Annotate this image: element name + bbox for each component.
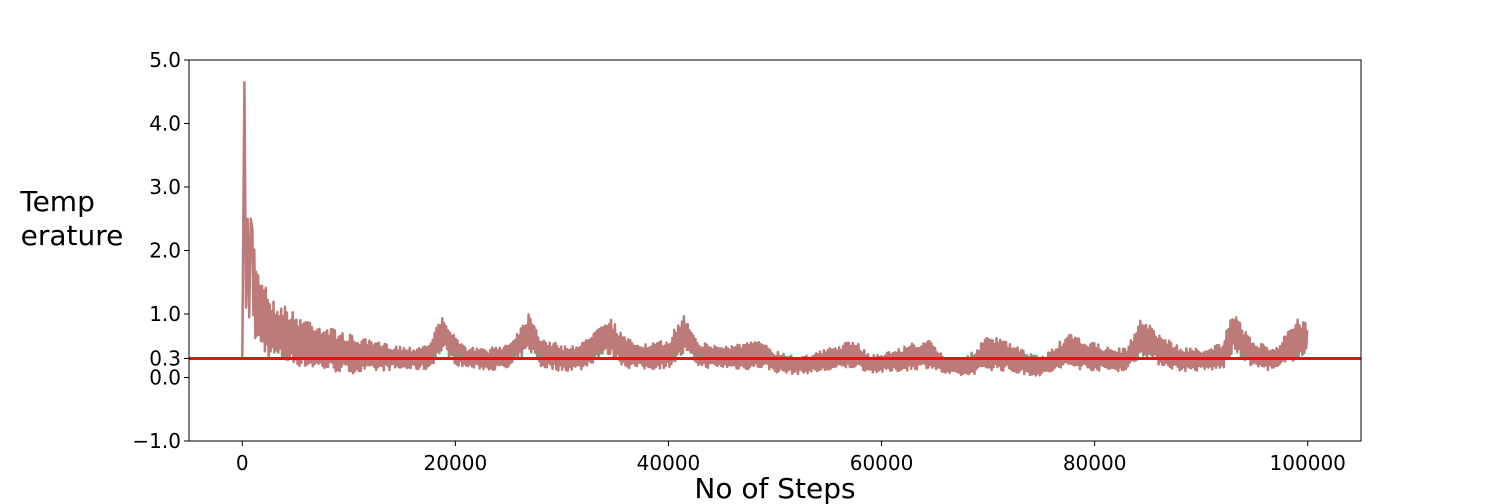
series-layer [241,80,1309,377]
x-tick-label: 100000 [1270,451,1346,475]
y-tick-label: 5.0 [149,48,181,72]
x-tick-label: 60000 [850,451,914,475]
y-axis-label-line-2: erature [21,219,124,252]
y-tick-label: −1.0 [132,429,181,453]
x-tick-label: 0 [236,451,249,475]
y-axis-ticks: −1.0 0.00.3 1.0 2.0 3.0 4.0 5.0 [132,48,189,453]
y-axis-label-line-1: Temp [19,185,95,218]
x-tick-label: 20000 [424,451,488,475]
temperature-series-line [241,80,1309,377]
x-axis-ticks: 0 20000 40000 60000 80000 100000 [236,441,1346,475]
x-tick-label: 80000 [1063,451,1127,475]
y-tick-label: 0.3 [149,346,181,370]
y-tick-label: 2.0 [149,239,181,263]
y-tick-label: 0.0 [149,366,181,390]
y-tick-label: 3.0 [149,175,181,199]
y-axis-label: Temp erature [19,185,123,252]
x-tick-label: 40000 [637,451,701,475]
x-axis-label: No of Steps [694,472,855,504]
y-tick-label: 1.0 [149,302,181,326]
y-tick-label: 4.0 [149,112,181,136]
